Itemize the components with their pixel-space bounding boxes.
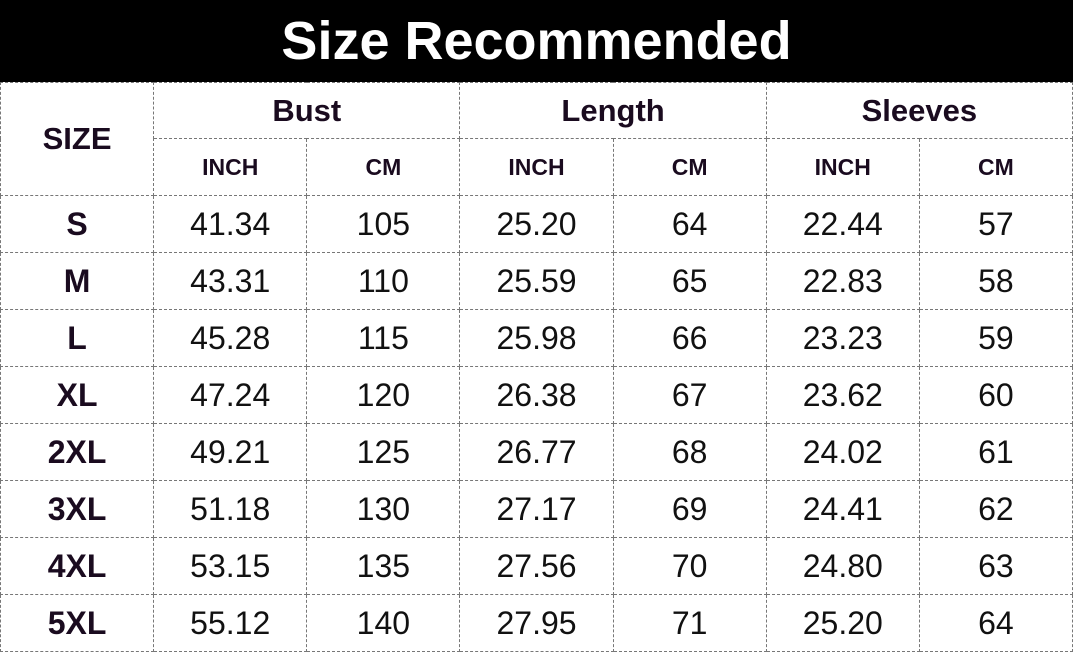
size-label: 4XL bbox=[0, 537, 155, 595]
table-cell: 45.28 bbox=[153, 309, 308, 367]
table-row: S 41.34 105 25.20 64 22.44 57 bbox=[0, 195, 1073, 253]
table-cell: 41.34 bbox=[153, 195, 308, 253]
table-cell: 55.12 bbox=[153, 594, 308, 652]
size-label: S bbox=[0, 195, 155, 253]
table-row: 4XL 53.15 135 27.56 70 24.80 63 bbox=[0, 537, 1073, 595]
table-cell: 58 bbox=[918, 252, 1073, 310]
table-cell: 110 bbox=[306, 252, 461, 310]
table-cell: 27.95 bbox=[459, 594, 614, 652]
unit-header: INCH bbox=[153, 138, 308, 196]
table-cell: 23.62 bbox=[765, 366, 920, 424]
table-cell: 22.83 bbox=[765, 252, 920, 310]
unit-header: INCH bbox=[459, 138, 614, 196]
size-label: L bbox=[0, 309, 155, 367]
table-cell: 120 bbox=[306, 366, 461, 424]
table-cell: 64 bbox=[918, 594, 1073, 652]
unit-header: CM bbox=[918, 138, 1073, 196]
table-cell: 43.31 bbox=[153, 252, 308, 310]
size-table: SIZE Bust Length Sleeves INCH CM INCH CM… bbox=[0, 82, 1073, 652]
table-cell: 130 bbox=[306, 480, 461, 538]
table-cell: 63 bbox=[918, 537, 1073, 595]
size-label: M bbox=[0, 252, 155, 310]
unit-header-row: INCH CM INCH CM INCH CM bbox=[1, 138, 1073, 196]
table-row: M 43.31 110 25.59 65 22.83 58 bbox=[0, 252, 1073, 310]
table-cell: 105 bbox=[306, 195, 461, 253]
table-row: 5XL 55.12 140 27.95 71 25.20 64 bbox=[0, 594, 1073, 652]
unit-header: CM bbox=[612, 138, 767, 196]
unit-header: INCH bbox=[765, 138, 920, 196]
table-row: L 45.28 115 25.98 66 23.23 59 bbox=[0, 309, 1073, 367]
table-cell: 26.38 bbox=[459, 366, 614, 424]
group-header-bust: Bust bbox=[153, 82, 461, 139]
size-label: XL bbox=[0, 366, 155, 424]
table-cell: 25.59 bbox=[459, 252, 614, 310]
table-cell: 62 bbox=[918, 480, 1073, 538]
table-cell: 26.77 bbox=[459, 423, 614, 481]
table-cell: 25.20 bbox=[459, 195, 614, 253]
table-cell: 59 bbox=[918, 309, 1073, 367]
table-cell: 23.23 bbox=[765, 309, 920, 367]
group-header-length: Length bbox=[459, 82, 767, 139]
table-cell: 125 bbox=[306, 423, 461, 481]
table-cell: 67 bbox=[612, 366, 767, 424]
table-cell: 27.56 bbox=[459, 537, 614, 595]
table-cell: 25.20 bbox=[765, 594, 920, 652]
table-cell: 64 bbox=[612, 195, 767, 253]
table-cell: 60 bbox=[918, 366, 1073, 424]
size-label: 3XL bbox=[0, 480, 155, 538]
table-cell: 66 bbox=[612, 309, 767, 367]
table-row: 2XL 49.21 125 26.77 68 24.02 61 bbox=[0, 423, 1073, 481]
table-cell: 49.21 bbox=[153, 423, 308, 481]
table-cell: 24.41 bbox=[765, 480, 920, 538]
table-cell: 115 bbox=[306, 309, 461, 367]
group-header-row: SIZE Bust Length Sleeves bbox=[0, 82, 1073, 196]
table-cell: 65 bbox=[612, 252, 767, 310]
table-cell: 47.24 bbox=[153, 366, 308, 424]
group-header-sleeves: Sleeves bbox=[765, 82, 1073, 139]
table-row: 3XL 51.18 130 27.17 69 24.41 62 bbox=[0, 480, 1073, 538]
size-label: 5XL bbox=[0, 594, 155, 652]
table-cell: 61 bbox=[918, 423, 1073, 481]
table-cell: 27.17 bbox=[459, 480, 614, 538]
table-cell: 24.80 bbox=[765, 537, 920, 595]
size-header: SIZE bbox=[0, 82, 155, 196]
table-cell: 70 bbox=[612, 537, 767, 595]
table-cell: 51.18 bbox=[153, 480, 308, 538]
table-cell: 140 bbox=[306, 594, 461, 652]
table-cell: 71 bbox=[612, 594, 767, 652]
table-cell: 53.15 bbox=[153, 537, 308, 595]
table-cell: 57 bbox=[918, 195, 1073, 253]
table-cell: 24.02 bbox=[765, 423, 920, 481]
size-label: 2XL bbox=[0, 423, 155, 481]
table-cell: 135 bbox=[306, 537, 461, 595]
table-cell: 69 bbox=[612, 480, 767, 538]
table-cell: 25.98 bbox=[459, 309, 614, 367]
table-cell: 22.44 bbox=[765, 195, 920, 253]
unit-header: CM bbox=[306, 138, 461, 196]
page-title: Size Recommended bbox=[0, 0, 1073, 82]
table-cell: 68 bbox=[612, 423, 767, 481]
table-row: XL 47.24 120 26.38 67 23.62 60 bbox=[0, 366, 1073, 424]
